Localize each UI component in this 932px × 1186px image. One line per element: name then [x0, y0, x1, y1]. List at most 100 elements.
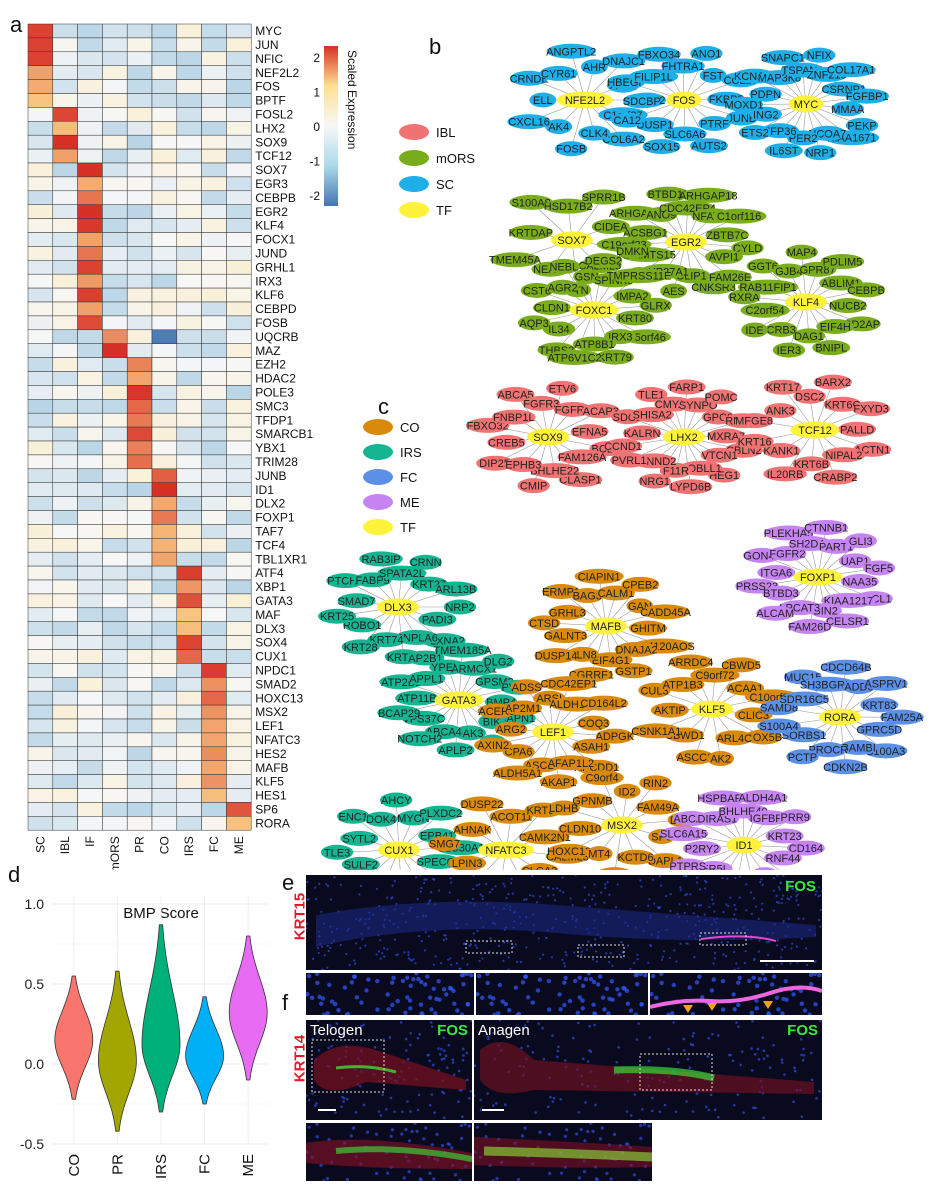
network-node [804, 66, 849, 82]
network-edge [541, 403, 549, 438]
nucleus-dot [637, 1022, 641, 1025]
nucleus-dot [321, 1012, 327, 1015]
network-node-label: SH2D4A [789, 539, 832, 551]
network-node-label: SOX15 [644, 142, 679, 154]
heatmap-cell [151, 357, 178, 372]
heatmap-cell [102, 788, 128, 803]
nucleus-dot [419, 1011, 424, 1015]
heatmap-cell [226, 551, 252, 567]
network-edge [814, 429, 873, 450]
nucleus-dot [488, 891, 492, 894]
network-node-label: DMKN [616, 246, 648, 258]
nucleus-dot [334, 1111, 337, 1114]
network-edge [780, 301, 807, 330]
network-node-label: DEGS2 [585, 256, 622, 268]
network-edge [547, 436, 555, 471]
heatmap-cell [126, 788, 153, 803]
nucleus-dot [754, 905, 757, 908]
heatmap-cell [151, 51, 178, 66]
network-node-label: TLE1 [638, 390, 664, 402]
nucleus-dot [346, 1097, 349, 1101]
nucleus-dot [405, 1049, 408, 1052]
network-node [708, 269, 752, 285]
network-node [479, 734, 506, 750]
nucleus-dot [817, 973, 822, 978]
nucleus-dot [606, 881, 609, 884]
network-node-label: KRT17 [766, 382, 800, 394]
network-edge [687, 844, 745, 867]
heatmap-cell [126, 357, 153, 372]
network-node-label: GLRX [641, 300, 672, 312]
heatmap-cell [151, 204, 178, 219]
microscopy-texture [476, 973, 648, 1015]
network-edge [548, 698, 554, 733]
fos-signal [335, 1065, 397, 1074]
nucleus-dot [313, 1104, 317, 1107]
heatmap-column-label: IF [83, 836, 97, 847]
heatmap-cell [201, 579, 227, 595]
network-node [626, 598, 654, 614]
nucleus-dot [643, 1123, 647, 1126]
nucleus-dot [799, 1001, 805, 1006]
nucleus-dot [580, 983, 586, 989]
heatmap-cell [176, 246, 202, 261]
nucleus-dot [757, 976, 763, 982]
heatmap-cell [151, 260, 178, 275]
heatmap-cell [27, 454, 54, 470]
nucleus-dot [353, 959, 356, 962]
network-node-label: LDHB [549, 803, 578, 815]
network-node [595, 349, 634, 365]
nucleus-dot [783, 1073, 786, 1076]
heatmap-cell [27, 23, 54, 39]
heatmap-cell [201, 524, 227, 539]
nucleus-dot [410, 1129, 414, 1134]
nucleus-dot [559, 1097, 562, 1101]
heatmap-cell [226, 148, 252, 164]
nucleus-dot [814, 960, 817, 963]
network-node-label: NUCB2 [829, 301, 866, 313]
nucleus-dot [442, 1036, 446, 1039]
network-node-label: CCL27 [724, 75, 758, 87]
network-edge [803, 716, 841, 736]
network-node [761, 50, 805, 66]
network-edge [593, 309, 595, 345]
nucleus-dot [782, 894, 785, 897]
heatmap-cell [176, 134, 202, 150]
network-node-label: FILIP1L [634, 72, 673, 84]
network-edge [817, 546, 837, 578]
network-node-label: PRR9 [781, 812, 810, 824]
network-edge [621, 824, 662, 837]
nucleus-dot [315, 1123, 319, 1126]
network-node-label: LPCAT3 [779, 603, 820, 615]
heatmap-cell [27, 176, 54, 192]
network-node [542, 321, 576, 337]
nucleus-dot [819, 894, 822, 897]
nucleus-dot [461, 957, 464, 960]
network-edge [839, 716, 886, 752]
network-node-label: MAP3K8 [758, 73, 801, 85]
gene-label: DLX3 [255, 622, 285, 636]
nucleus-dot [585, 948, 588, 951]
heatmap-cell [151, 496, 178, 511]
microscopy-texture [306, 875, 822, 970]
heatmap-cell [102, 79, 128, 94]
heatmap-cell [102, 802, 128, 817]
network-node-label: EIF4H [820, 321, 851, 333]
network-node [599, 867, 630, 870]
network-edge [529, 78, 586, 101]
nucleus-dot [555, 1055, 559, 1059]
heatmap-cell [27, 635, 54, 650]
network-edge [646, 241, 687, 255]
network-edge [530, 202, 573, 241]
heatmap-cell [201, 232, 227, 247]
heatmap-cell [77, 121, 103, 136]
network-edge [685, 208, 688, 243]
heatmap-cell [226, 510, 252, 525]
nucleus-dot [711, 977, 716, 982]
network-node [509, 194, 553, 210]
nucleus-dot [531, 1051, 535, 1054]
heatmap-cell [226, 565, 252, 581]
heatmap-cell [226, 704, 252, 720]
network-edge [839, 704, 880, 718]
network-edge [571, 239, 600, 266]
